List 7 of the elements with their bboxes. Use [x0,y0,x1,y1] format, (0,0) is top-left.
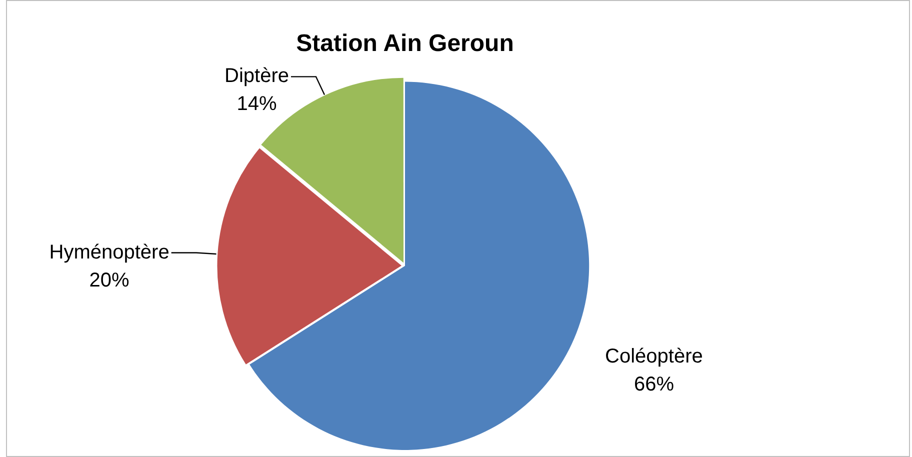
data-label: 66% [634,374,674,396]
chart-title: Station Ain Geroun [296,30,514,58]
data-label: 20% [89,269,130,292]
slice-label: Diptère [224,65,289,88]
data-label: 14% [236,93,277,116]
slice-label: Coléoptère [605,346,703,368]
slice-label: Hyménoptère [49,241,170,264]
